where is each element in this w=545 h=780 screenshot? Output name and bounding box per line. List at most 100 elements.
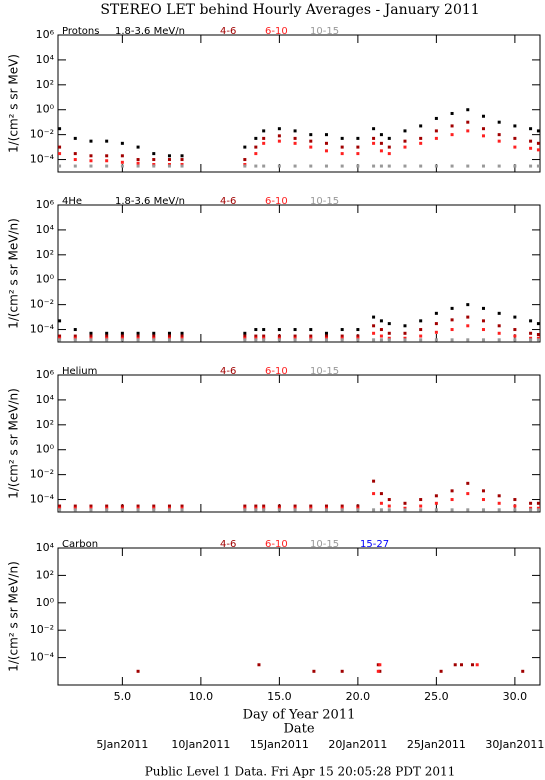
data-point <box>324 133 328 137</box>
data-point <box>387 508 391 512</box>
data-point <box>434 136 438 140</box>
data-point <box>152 163 156 167</box>
data-point <box>340 328 344 332</box>
data-point <box>152 504 156 508</box>
data-point <box>497 508 501 512</box>
y-tick-label: 10⁻² <box>30 128 54 141</box>
data-point <box>58 504 62 508</box>
data-point <box>136 336 140 340</box>
data-point <box>403 336 407 340</box>
data-point <box>262 129 266 133</box>
data-point <box>309 133 313 137</box>
data-point <box>254 145 258 149</box>
data-point <box>152 334 156 338</box>
footer: Public Level 1 Data. Fri Apr 15 20:05:28… <box>145 765 456 779</box>
data-point <box>536 506 540 510</box>
data-point <box>403 145 407 149</box>
y-tick-label: 10² <box>36 568 54 581</box>
data-point <box>403 508 407 512</box>
data-point <box>309 336 313 340</box>
y-tick-label: 10⁰ <box>36 103 55 116</box>
data-point <box>536 338 540 342</box>
data-point <box>379 133 383 137</box>
x-axis-label: Day of Year 2011 <box>243 708 356 723</box>
data-point <box>293 164 297 168</box>
data-point <box>536 148 540 152</box>
data-point <box>387 338 391 342</box>
data-point <box>324 338 328 342</box>
x-tick-label: 30.0 <box>503 690 528 703</box>
data-point <box>387 136 391 140</box>
date-tick-label: 15Jan2011 <box>250 738 309 751</box>
data-point <box>513 124 517 128</box>
data-point <box>513 315 517 319</box>
plot-frame <box>57 547 541 686</box>
legend-entry: 6-10 <box>265 366 288 377</box>
data-point <box>497 120 501 124</box>
data-point <box>340 508 344 512</box>
data-point <box>180 331 184 335</box>
y-tick-label: 10⁴ <box>36 223 55 236</box>
data-point <box>309 508 313 512</box>
panel-title: Carbon <box>62 539 98 550</box>
data-point <box>481 498 485 502</box>
data-point <box>536 141 540 145</box>
data-point <box>372 479 376 483</box>
data-point <box>340 336 344 340</box>
data-point <box>277 134 281 138</box>
data-point <box>73 336 77 340</box>
data-point <box>450 164 454 168</box>
data-point <box>529 336 533 340</box>
legend-entry: 15-27 <box>360 539 389 550</box>
data-point <box>262 141 266 145</box>
data-point <box>243 164 247 168</box>
data-point <box>497 311 501 315</box>
data-point <box>376 669 380 673</box>
data-point <box>419 124 423 128</box>
data-point <box>152 152 156 156</box>
data-point <box>58 152 62 156</box>
data-point <box>167 334 171 338</box>
data-point <box>529 164 533 168</box>
data-point <box>379 501 383 505</box>
data-point <box>277 508 281 512</box>
data-point <box>309 164 313 168</box>
data-point <box>434 311 438 315</box>
data-point <box>105 508 109 512</box>
data-point <box>309 504 313 508</box>
data-point <box>481 127 485 131</box>
data-point <box>419 504 423 508</box>
data-point <box>497 324 501 328</box>
data-point <box>105 154 109 158</box>
legend-entry: 6-10 <box>265 196 288 207</box>
x-tick-label: 25.0 <box>424 690 449 703</box>
data-point <box>73 338 77 342</box>
data-point <box>89 508 93 512</box>
data-point <box>403 129 407 133</box>
y-tick-label: 10⁴ <box>36 53 55 66</box>
data-point <box>434 322 438 326</box>
data-point <box>356 164 360 168</box>
data-point <box>434 338 438 342</box>
data-point <box>497 164 501 168</box>
data-point <box>73 506 77 510</box>
data-point <box>419 508 423 512</box>
data-point <box>387 336 391 340</box>
data-point <box>262 328 266 332</box>
legend-entry: 4-6 <box>220 366 236 377</box>
data-point <box>262 338 266 342</box>
data-point <box>120 164 124 168</box>
data-point <box>529 501 533 505</box>
data-point <box>466 303 470 307</box>
data-point <box>379 508 383 512</box>
data-point <box>497 331 501 335</box>
data-point <box>309 139 313 143</box>
data-point <box>434 494 438 498</box>
data-point <box>356 145 360 149</box>
data-point <box>180 334 184 338</box>
data-point <box>309 506 313 510</box>
legend-entry: 6-10 <box>265 26 288 37</box>
data-point <box>254 508 258 512</box>
data-point <box>439 669 443 673</box>
data-point <box>372 331 376 335</box>
